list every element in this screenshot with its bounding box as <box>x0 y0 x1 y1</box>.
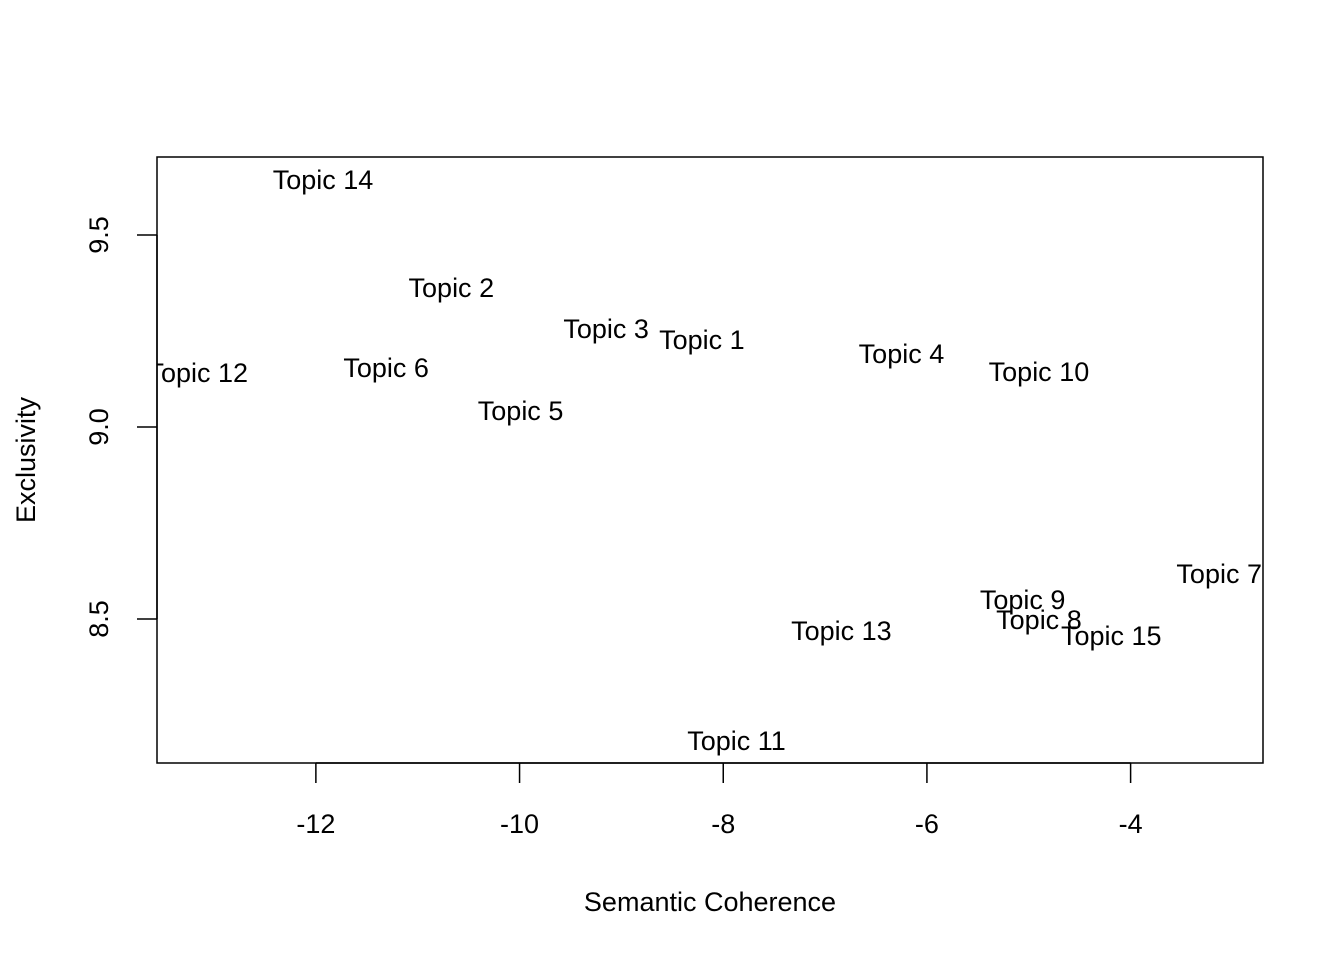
point-label: Topic 13 <box>791 616 892 646</box>
x-axis-label: Semantic Coherence <box>584 887 836 917</box>
x-tick-label: -8 <box>711 809 735 839</box>
point-label: Topic 14 <box>273 165 374 195</box>
y-tick-label: 9.5 <box>84 216 114 254</box>
x-tick-label: -6 <box>915 809 939 839</box>
x-tick-label: -12 <box>296 809 335 839</box>
point-label: Topic 15 <box>1061 621 1162 651</box>
x-tick-label: -4 <box>1119 809 1143 839</box>
plot-frame <box>156 156 1264 764</box>
y-tick-label: 9.0 <box>84 408 114 446</box>
point-label: Topic 3 <box>563 314 649 344</box>
point-label: Topic 5 <box>478 396 564 426</box>
point-labels: Topic 1 Topic 2 Topic 3 Topic 4 Topic 5 Topic… <box>147 165 1262 756</box>
point-label: Topic 2 <box>409 273 495 303</box>
point-label: Topic 12 <box>147 358 248 388</box>
x-axis: -12 -10 -8 -6 -4 <box>296 762 1143 839</box>
point-label: Topic 6 <box>343 353 429 383</box>
y-tick-label: 8.5 <box>84 600 114 638</box>
point-label: Topic 9 <box>980 585 1066 615</box>
point-label: Topic 1 <box>659 325 745 355</box>
point-label: Topic 11 <box>687 726 786 756</box>
point-label: Topic 4 <box>859 339 945 369</box>
y-axis: 8.5 9.0 9.5 <box>84 216 158 638</box>
point-label: Topic 7 <box>1176 559 1262 589</box>
point-label: Topic 8 <box>996 605 1082 635</box>
x-tick-label: -10 <box>500 809 539 839</box>
y-axis-label: Exclusivity <box>11 396 41 523</box>
point-label: Topic 10 <box>989 357 1090 387</box>
